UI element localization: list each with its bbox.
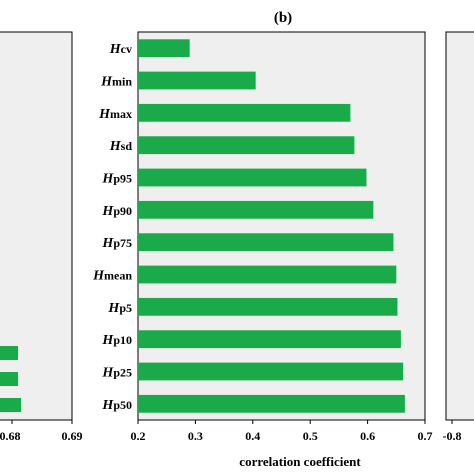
category-label-p25: Hp25 xyxy=(101,366,132,381)
category-label-p5: Hp5 xyxy=(107,301,132,316)
right-plot-area xyxy=(445,31,474,421)
bar-p50 xyxy=(138,394,405,413)
bar-sd xyxy=(138,136,355,155)
bar-min xyxy=(138,71,256,90)
x-axis-ticks: 0.2 0.3 0.4 0.5 0.6 0.7 xyxy=(131,420,433,443)
bar-max xyxy=(138,103,351,122)
x-tick-label: 0.5 xyxy=(303,429,318,443)
category-label-p90: Hp90 xyxy=(101,204,132,219)
category-label-p50: Hp50 xyxy=(101,398,132,413)
bar-p75 xyxy=(138,233,394,252)
left-bar xyxy=(0,398,21,412)
left-tick-label: 0.68 xyxy=(0,429,21,443)
bar-p5 xyxy=(138,297,398,316)
left-plot-area xyxy=(0,31,73,421)
x-tick-label: 0.6 xyxy=(360,429,375,443)
category-label-p75: Hp75 xyxy=(101,236,132,251)
x-tick-label: 0.4 xyxy=(245,429,260,443)
bar-cv xyxy=(138,39,190,58)
category-label-mean: Hmean xyxy=(92,269,132,284)
category-label-cv: Hcv xyxy=(109,42,132,57)
bars xyxy=(138,39,405,413)
left-bar xyxy=(0,346,18,360)
x-axis-label: correlation coefficient xyxy=(239,454,361,469)
x-tick-label: 0.3 xyxy=(188,429,203,443)
category-label-p95: Hp95 xyxy=(101,172,132,187)
left-tick-label: 0.69 xyxy=(62,429,83,443)
left-bar xyxy=(0,372,18,386)
bar-mean xyxy=(138,265,397,284)
category-label-max: Hmax xyxy=(98,107,132,122)
bar-p90 xyxy=(138,200,374,219)
right-panel: -0.8 xyxy=(443,31,474,443)
category-label-sd: Hsd xyxy=(109,139,133,154)
right-tick-label: -0.8 xyxy=(443,429,462,443)
plot-area xyxy=(137,31,426,421)
left-panel: 0.68 0.69 xyxy=(0,31,83,443)
bar-p10 xyxy=(138,330,401,349)
chart-title: (b) xyxy=(274,10,292,26)
category-label-min: Hmin xyxy=(100,75,132,90)
x-tick-label: 0.2 xyxy=(131,429,146,443)
bar-p95 xyxy=(138,168,367,187)
category-label-p10: Hp10 xyxy=(101,333,132,348)
category-labels: Hcv Hmin Hmax Hsd Hp95 Hp90 Hp75 Hmean Hp5 Hp10 Hp… xyxy=(92,42,132,413)
x-tick-label: 0.7 xyxy=(418,429,433,443)
main-panel: (b) Hcv Hmin Hmax Hsd Hp95 Hp90 Hp75 Hmean Hp5 Hp… xyxy=(92,10,432,469)
bar-p25 xyxy=(138,362,404,381)
